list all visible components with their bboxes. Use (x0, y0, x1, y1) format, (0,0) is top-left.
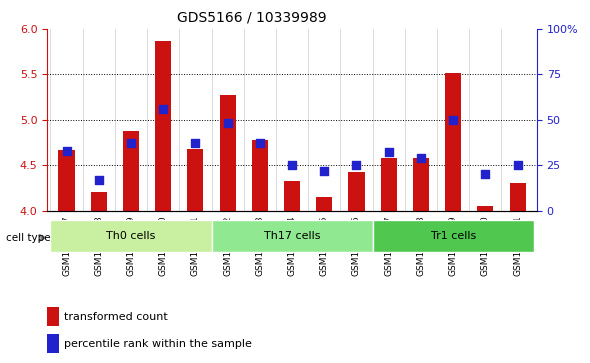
Point (62, 148, 71, 154)
FancyBboxPatch shape (50, 220, 211, 252)
Point (255, 140, 264, 146)
Point (513, 162, 522, 168)
Point (287, 162, 297, 168)
Bar (252, 140, 268, 211)
Bar (413, 158, 429, 211)
Point (191, 140, 200, 146)
Text: cell type: cell type (6, 233, 51, 243)
Text: Th0 cells: Th0 cells (106, 231, 156, 241)
Bar (284, 180, 300, 211)
Bar (91, 192, 107, 211)
Bar (123, 131, 139, 211)
Bar (381, 158, 396, 211)
Point (126, 140, 136, 146)
Text: transformed count: transformed count (64, 311, 168, 322)
Point (448, 117, 458, 123)
Text: Th17 cells: Th17 cells (264, 231, 320, 241)
Point (223, 121, 232, 126)
Point (352, 162, 361, 168)
Point (416, 155, 425, 161)
Bar (47, 334, 60, 353)
Bar (349, 172, 365, 211)
Bar (219, 95, 235, 211)
Text: GDS5166 / 10339989: GDS5166 / 10339989 (177, 11, 327, 25)
Bar (155, 41, 171, 211)
Point (94, 177, 103, 183)
Bar (510, 183, 526, 211)
Point (384, 150, 394, 155)
Text: percentile rank within the sample: percentile rank within the sample (64, 339, 252, 349)
Bar (188, 149, 204, 211)
Bar (58, 150, 74, 211)
Bar (477, 206, 493, 211)
Point (320, 168, 329, 174)
Bar (316, 197, 332, 211)
FancyBboxPatch shape (211, 220, 373, 252)
Bar (47, 307, 60, 326)
Point (159, 106, 168, 112)
Point (481, 171, 490, 177)
FancyBboxPatch shape (373, 220, 534, 252)
Text: Tr1 cells: Tr1 cells (431, 231, 476, 241)
Bar (445, 73, 461, 211)
